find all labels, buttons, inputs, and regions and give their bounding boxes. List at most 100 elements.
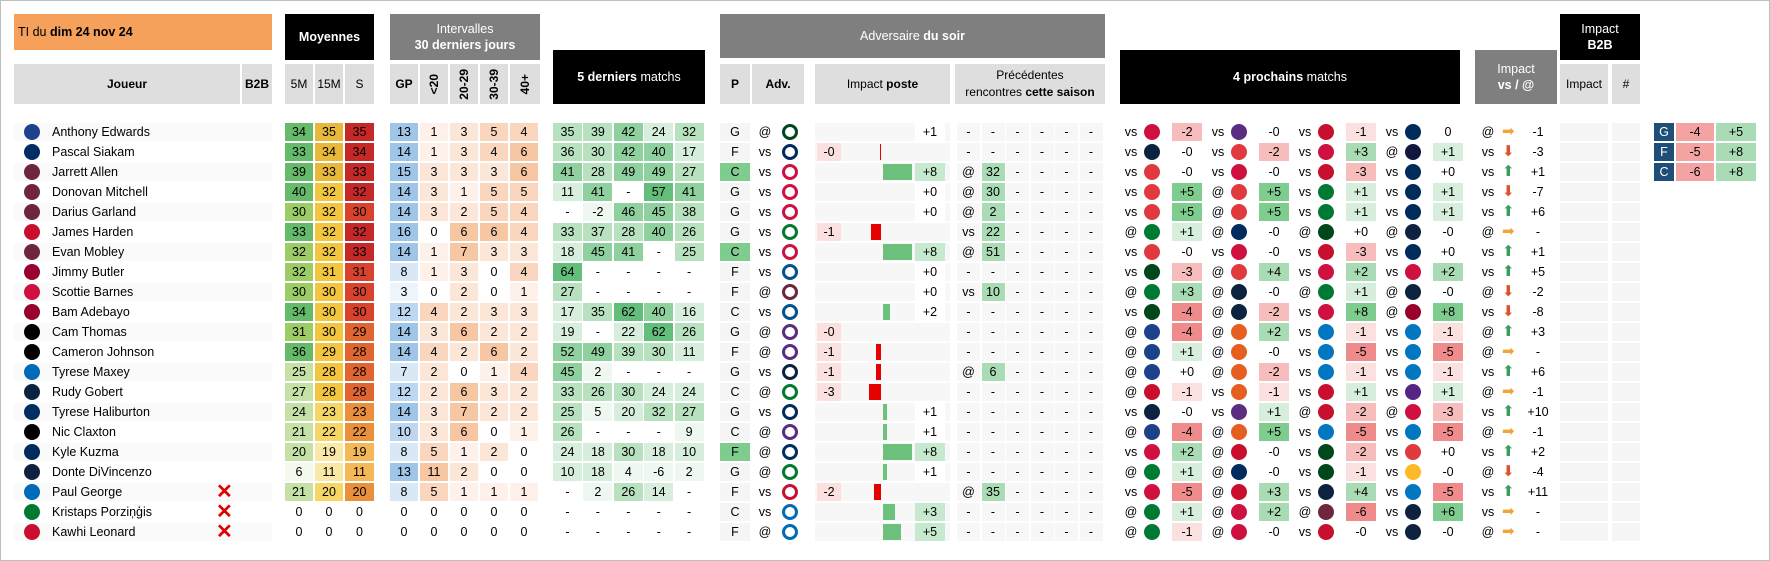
next-impact: -5 — [1433, 343, 1463, 361]
impact-b2b-rank — [1612, 283, 1640, 301]
player-name[interactable]: James Harden — [52, 225, 134, 239]
col-impact: Impact — [1560, 64, 1608, 104]
impact-bar-negative — [873, 484, 881, 500]
player-name[interactable]: Jimmy Butler — [52, 265, 125, 279]
previous-meeting: @ — [957, 163, 980, 181]
row-band — [14, 243, 272, 261]
venue: vs — [758, 165, 772, 179]
next-opponent-logo-icon — [1144, 484, 1160, 500]
previous-meeting: 32 — [981, 163, 1005, 181]
last-match-score: 24 — [674, 383, 704, 401]
next-impact: -5 — [1346, 343, 1376, 361]
previous-meeting: - — [957, 443, 980, 461]
player-name[interactable]: Pascal Siakam — [52, 145, 135, 159]
player-name[interactable]: Bam Adebayo — [52, 305, 130, 319]
next-opponent-logo-icon — [1231, 224, 1247, 240]
next-opponent-logo-icon — [1144, 424, 1160, 440]
player-name[interactable]: Darius Garland — [52, 205, 137, 219]
col-2029: 20-29 — [450, 64, 478, 104]
player-name[interactable]: Scottie Barnes — [52, 285, 134, 299]
position: C — [720, 423, 750, 441]
player-name[interactable]: Kristaps Porziņģis — [52, 505, 153, 519]
impact-b2b-rank — [1612, 223, 1640, 241]
next-impact: -0 — [1259, 223, 1289, 241]
next-impact: -0 — [1259, 243, 1289, 261]
last-match-score: - — [553, 523, 582, 541]
previous-meeting: - — [981, 263, 1005, 281]
previous-meeting: - — [1055, 483, 1078, 501]
last-match-score: - — [613, 523, 643, 541]
next-opponent-logo-icon — [1144, 464, 1160, 480]
games-played: 0 — [390, 523, 418, 541]
player-name[interactable]: Anthony Edwards — [52, 125, 150, 139]
last-match-score: - — [674, 283, 704, 301]
next-venue: @ — [1211, 505, 1225, 519]
avg-15m: 28 — [315, 363, 343, 381]
impact-bar-positive — [883, 304, 891, 320]
impact-venue: vs — [1481, 165, 1495, 179]
last-match-score: 19 — [553, 323, 582, 341]
previous-meeting: - — [1079, 243, 1103, 261]
last-match-score: 10 — [553, 463, 582, 481]
player-name[interactable]: Donte DiVincenzo — [52, 465, 152, 479]
impact-venue: vs — [1481, 365, 1495, 379]
impact-b2b-rank — [1612, 143, 1640, 161]
last-match-score: - — [613, 183, 643, 201]
interval-count: 0 — [510, 443, 538, 461]
interval-count: 3 — [420, 403, 448, 421]
next-opponent-logo-icon — [1231, 284, 1247, 300]
next-impact: -3 — [1346, 243, 1376, 261]
title-banner: TI du dim 24 nov 24 — [14, 14, 272, 50]
interval-count: 0 — [420, 223, 448, 241]
next-opponent-logo-icon — [1231, 124, 1247, 140]
player-name[interactable]: Kawhi Leonard — [52, 525, 136, 539]
team-logo-icon — [24, 464, 40, 480]
last-match-score: - — [553, 483, 582, 501]
player-name[interactable]: Cam Thomas — [52, 325, 127, 339]
player-name[interactable]: Paul George — [52, 485, 123, 499]
previous-meeting: - — [957, 523, 980, 541]
games-played: 8 — [390, 263, 418, 281]
player-name[interactable]: Tyrese Maxey — [52, 365, 130, 379]
next-venue: @ — [1385, 405, 1399, 419]
player-name[interactable]: Jarrett Allen — [52, 165, 119, 179]
last-match-score: 41 — [583, 183, 613, 201]
impact-poste-cell — [815, 323, 950, 341]
last-match-score: -6 — [644, 463, 674, 481]
impact-b2b-cell — [1560, 243, 1608, 261]
next-impact: +5 — [1172, 183, 1202, 201]
previous-meeting: - — [1079, 203, 1103, 221]
next-impact: -3 — [1172, 263, 1202, 281]
player-name[interactable]: Evan Mobley — [52, 245, 125, 259]
position: G — [720, 203, 750, 221]
next-venue: @ — [1211, 285, 1225, 299]
next-impact: +6 — [1433, 503, 1463, 521]
impact-b2b-cell — [1560, 343, 1608, 361]
games-played: 16 — [390, 223, 418, 241]
previous-meeting: - — [957, 323, 980, 341]
player-name[interactable]: Rudy Gobert — [52, 385, 123, 399]
player-name[interactable]: Tyrese Haliburton — [52, 405, 150, 419]
next-impact: -2 — [1346, 403, 1376, 421]
next-venue: @ — [1124, 345, 1138, 359]
impact-bar-negative — [876, 344, 881, 360]
next-opponent-logo-icon — [1318, 324, 1334, 340]
next-impact: -0 — [1172, 163, 1202, 181]
next-opponent-logo-icon — [1405, 304, 1421, 320]
last-match-score: 4 — [613, 463, 643, 481]
next-opponent-logo-icon — [1318, 344, 1334, 360]
interval-count: 3 — [480, 243, 508, 261]
next-opponent-logo-icon — [1405, 244, 1421, 260]
next-opponent-logo-icon — [1144, 404, 1160, 420]
player-name[interactable]: Kyle Kuzma — [52, 445, 119, 459]
player-name[interactable]: Cameron Johnson — [52, 345, 155, 359]
venue: @ — [758, 385, 772, 399]
previous-meeting: - — [1030, 383, 1054, 401]
next-venue: vs — [1385, 425, 1399, 439]
player-name[interactable]: Donovan Mitchell — [52, 185, 148, 199]
row-band — [14, 163, 272, 181]
previous-meeting: - — [1055, 223, 1078, 241]
player-name[interactable]: Nic Claxton — [52, 425, 116, 439]
previous-meeting: @ — [957, 483, 980, 501]
avg-s: 34 — [345, 143, 374, 161]
